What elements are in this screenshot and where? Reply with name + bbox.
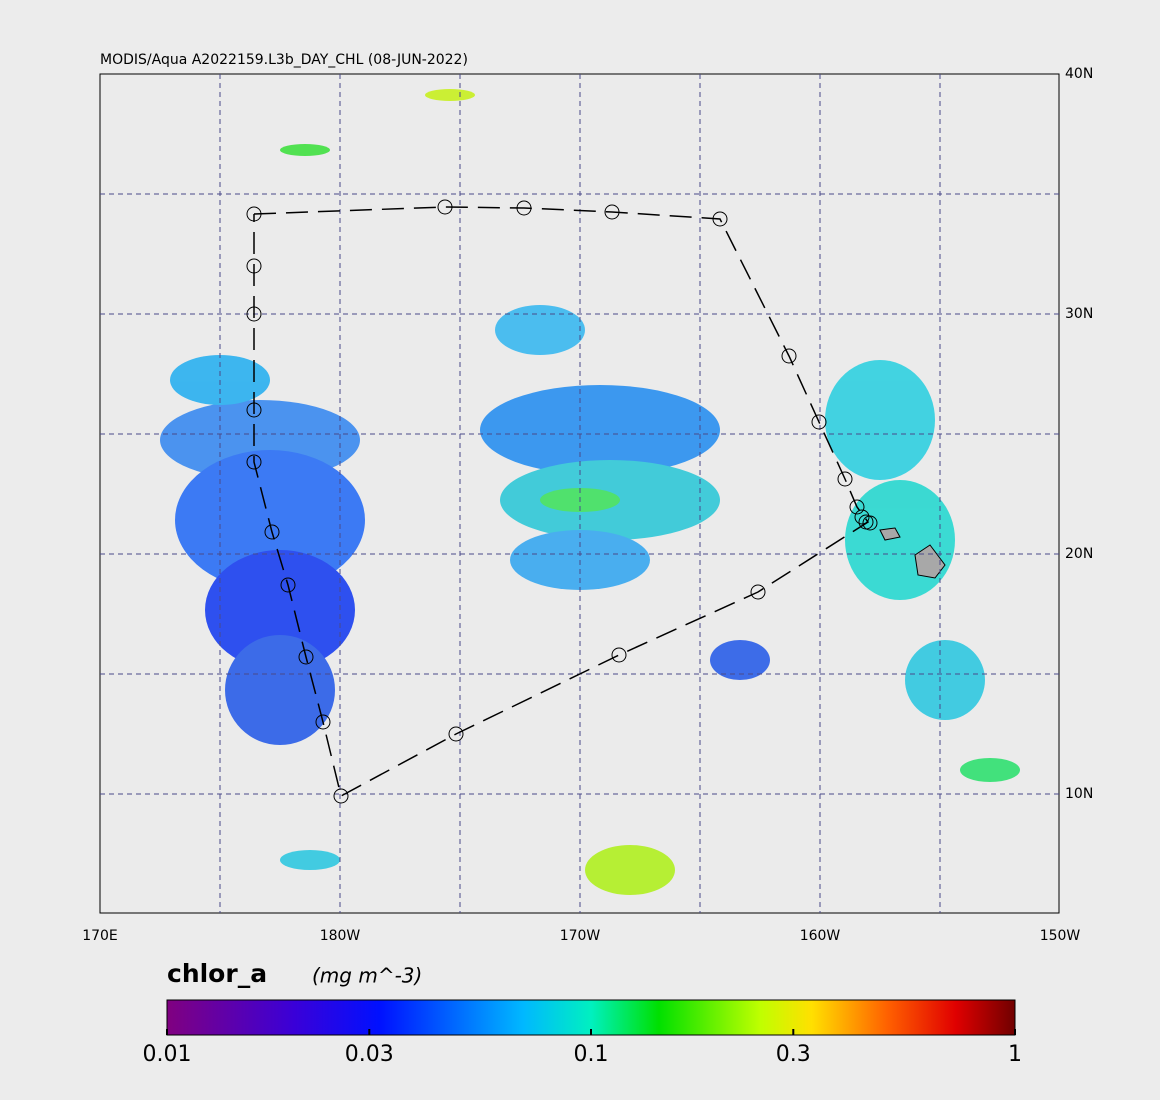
colorbar-tick-label: 0.03 bbox=[345, 1042, 394, 1067]
station bbox=[437, 199, 453, 215]
station bbox=[862, 515, 878, 531]
station bbox=[298, 649, 314, 665]
lat-label: 30N bbox=[1065, 306, 1093, 322]
lat-label: 10N bbox=[1065, 786, 1093, 802]
station bbox=[712, 211, 728, 227]
lon-label: 160W bbox=[800, 928, 841, 944]
station bbox=[333, 788, 349, 804]
lon-label: 170W bbox=[560, 928, 601, 944]
colorbar-title: chlor_a bbox=[167, 959, 267, 988]
colorbar-units: (mg m^-3) bbox=[312, 964, 422, 988]
station bbox=[781, 348, 797, 364]
station bbox=[246, 454, 262, 470]
station bbox=[516, 200, 532, 216]
station bbox=[315, 714, 331, 730]
colorbar-tick-label: 1 bbox=[1008, 1042, 1022, 1067]
station bbox=[750, 584, 766, 600]
station bbox=[849, 499, 865, 515]
station bbox=[264, 524, 280, 540]
station bbox=[837, 471, 853, 487]
stations bbox=[246, 199, 878, 804]
lat-label: 40N bbox=[1065, 66, 1093, 82]
lon-label: 150W bbox=[1040, 928, 1081, 944]
station bbox=[448, 726, 464, 742]
map bbox=[99, 73, 1060, 914]
station bbox=[246, 402, 262, 418]
lon-label: 170E bbox=[82, 928, 118, 944]
station bbox=[246, 306, 262, 322]
island bbox=[879, 527, 901, 541]
lon-label: 180W bbox=[320, 928, 361, 944]
station bbox=[280, 577, 296, 593]
station bbox=[604, 204, 620, 220]
cruise-track bbox=[253, 206, 870, 798]
colorbar-tick-label: 0.1 bbox=[574, 1042, 609, 1067]
station bbox=[854, 509, 870, 525]
station bbox=[811, 414, 827, 430]
station bbox=[246, 206, 262, 222]
station bbox=[611, 647, 627, 663]
station bbox=[246, 258, 262, 274]
lat-label: 20N bbox=[1065, 546, 1093, 562]
title: MODIS/Aqua A2022159.L3b_DAY_CHL (08-JUN-… bbox=[100, 52, 468, 68]
colorbar-tick-label: 0.3 bbox=[776, 1042, 811, 1067]
colorbar-tick-label: 0.01 bbox=[143, 1042, 192, 1067]
